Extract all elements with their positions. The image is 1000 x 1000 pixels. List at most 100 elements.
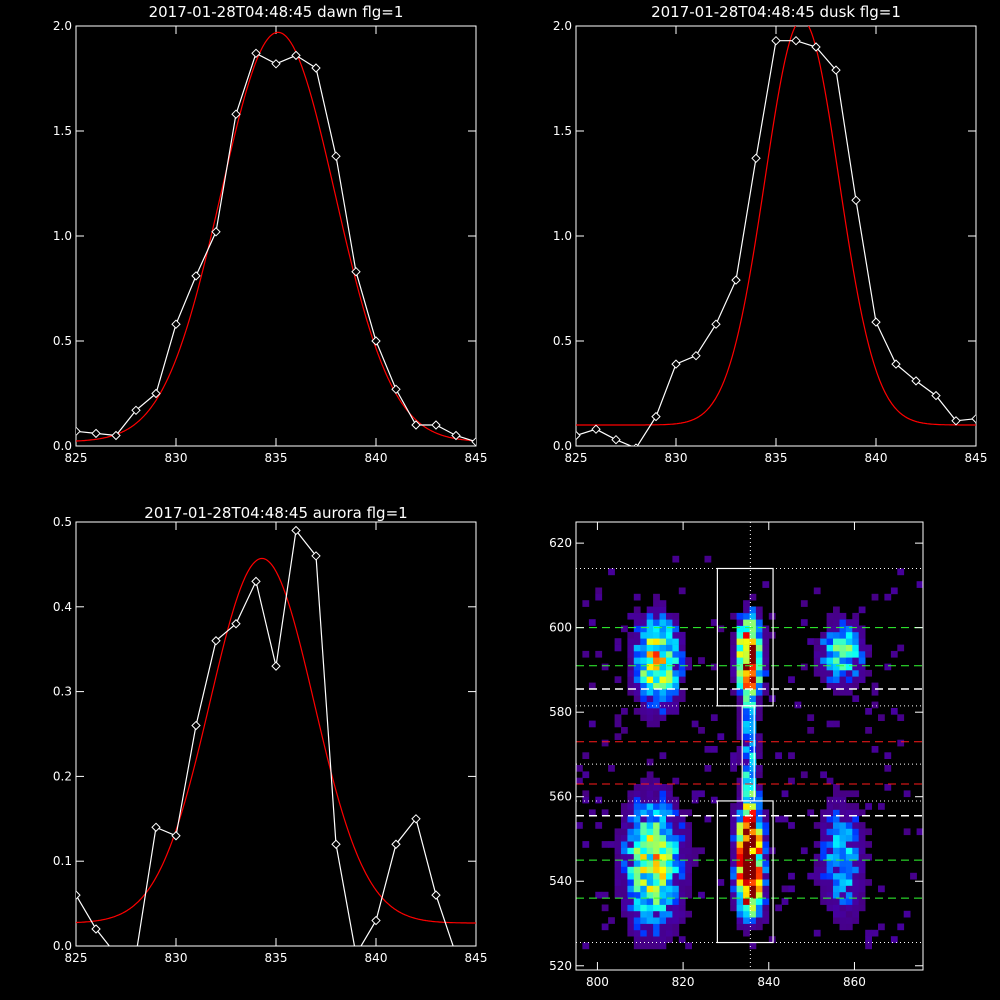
heatmap-pixel [633,650,641,658]
heatmap-pixel [743,815,750,823]
data-point-marker [911,376,921,386]
heatmap-pixel [666,891,673,899]
heatmap-pixel [755,796,763,804]
heatmap-pixel [820,898,827,905]
heatmap-pixel [845,872,853,880]
heatmap-pixel [653,847,660,855]
heatmap-pixel [659,847,667,855]
heatmap-pixel [736,910,744,918]
heatmap-pixel [749,872,757,880]
heatmap-pixel [833,828,840,836]
heatmap-pixel [640,663,648,671]
heatmap-pixel [614,733,622,740]
heatmap-pixel [865,644,872,652]
heatmap-pixel [743,910,750,918]
heatmap-pixel [871,688,879,696]
heatmap-pixel [646,860,654,867]
heatmap-pixel [800,847,808,855]
heatmap-pixel [678,669,686,677]
heatmap-pixel [730,841,737,848]
plot-area [576,26,976,446]
heatmap-pixel [858,828,866,836]
heatmap-pixel [659,942,667,950]
heatmap-pixel [833,860,840,867]
heatmap-pixel [858,891,866,899]
heatmap-pixel [685,872,692,880]
heatmap-pixel [788,676,795,683]
heatmap-pixel [845,917,853,924]
heatmap-pixel [685,866,692,874]
heatmap-pixel [736,777,744,785]
heatmap-pixel [749,847,757,855]
heatmap-pixel [749,904,757,912]
heatmap-pixel [749,720,757,728]
heatmap-pixel [743,891,750,899]
data-point-marker [371,915,381,926]
heatmap-pixel [640,885,648,893]
heatmap-pixel [653,701,660,709]
heatmap-pixel [678,841,686,848]
heatmap-pixel [582,600,590,607]
heatmap-pixel [672,663,680,671]
data-point-marker [231,619,241,629]
data-point-marker [251,576,261,587]
heatmap-pixel [653,650,660,658]
heatmap-pixel [621,879,628,886]
heatmap-pixel [730,650,737,658]
heatmap-pixel [839,860,847,867]
heatmap-pixel [800,600,808,607]
heatmap-pixel [768,936,776,943]
heatmap-pixel [640,650,648,658]
heatmap-pixel [653,910,660,918]
heatmap-pixel [678,879,686,886]
heatmap-pixel [884,663,892,671]
heatmap-pixel [633,708,641,715]
heatmap-pixel [710,663,718,671]
heatmap-pixel [730,853,737,861]
heatmap-pixel [762,904,770,912]
heatmap-pixel [858,885,866,893]
heatmap-pixel [659,688,667,696]
data-point-marker [151,388,161,399]
heatmap-pixel [736,809,744,817]
heatmap-pixel [826,663,834,671]
heatmap-pixel [852,638,860,645]
heatmap-pixel [736,688,744,696]
heatmap-pixel [633,657,641,664]
heatmap-pixel [755,695,763,702]
heatmap-pixel [833,631,840,639]
heatmap-pixel [826,720,834,728]
heatmap-pixel [755,619,763,626]
heatmap-pixel [653,708,660,715]
data-point-marker [251,48,261,59]
heatmap-pixel [678,587,686,595]
heatmap-pixel [640,860,648,867]
heatmap-pixel [839,676,847,683]
heatmap-pixel [743,765,750,772]
heatmap-pixel [633,606,641,614]
heatmap-pixel [826,809,834,817]
heatmap-pixel [730,872,737,880]
heatmap-pixel [633,593,641,601]
heatmap-pixel [775,904,782,912]
heatmap-pixel [672,904,680,912]
heatmap-pixel [845,650,853,658]
heatmap-pixel [743,860,750,867]
heatmap-pixel [640,695,648,702]
heatmap-pixel [865,828,872,836]
heatmap-pixel [730,828,737,836]
heatmap-pixel [826,860,834,867]
data-point-marker [391,384,401,395]
heatmap-pixel [678,866,686,874]
heatmap-pixel [839,879,847,886]
heatmap-pixel [762,581,770,588]
heatmap-pixel [871,929,879,937]
heatmap-pixel [666,822,673,829]
heatmap-pixel [826,866,834,874]
heatmap-pixel [646,828,654,836]
heatmap-pixel [749,727,757,734]
x-tick-label: 825 [565,451,588,465]
heatmap-pixel [833,625,840,633]
heatmap-pixel [659,803,667,810]
heatmap-pixel [762,879,770,886]
